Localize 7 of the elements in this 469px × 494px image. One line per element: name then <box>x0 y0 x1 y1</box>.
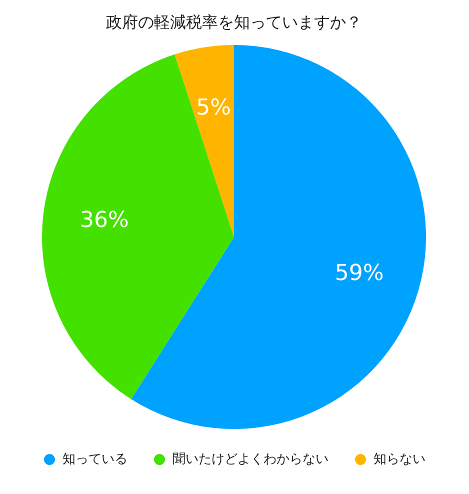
data-label: 5% <box>196 96 232 121</box>
data-label: 36% <box>80 208 129 234</box>
legend-label: 知らない <box>374 451 426 468</box>
legend-label: 知っている <box>62 451 128 468</box>
chart-title: 政府の軽減税率を知っていますか？ <box>106 12 362 32</box>
data-label: 59% <box>334 260 384 286</box>
legend-label: 聞いたけどよくわからない <box>172 451 328 468</box>
